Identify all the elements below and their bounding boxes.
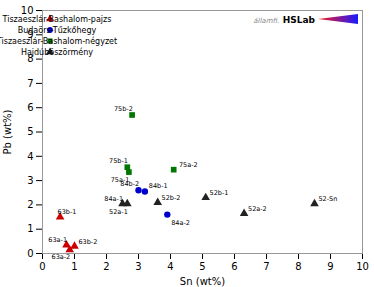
svg-text:4: 4	[27, 151, 33, 162]
svg-text:5: 5	[27, 126, 33, 137]
svg-text:7: 7	[27, 78, 33, 89]
svg-text:84b-2: 84b-2	[120, 180, 140, 189]
svg-text:10: 10	[20, 4, 34, 16]
svg-text:Pb (wt%): Pb (wt%)	[2, 109, 13, 154]
svg-text:3: 3	[27, 175, 33, 186]
svg-text:Tiszaeszlár-Bashalom-négyzet: Tiszaeszlár-Bashalom-négyzet	[0, 36, 117, 46]
svg-text:84b-1: 84b-1	[149, 182, 168, 190]
svg-text:52-Sn: 52-Sn	[318, 195, 337, 203]
svg-text:1: 1	[71, 261, 77, 272]
svg-text:8: 8	[27, 53, 34, 65]
svg-text:1: 1	[27, 223, 33, 234]
svg-text:4: 4	[167, 261, 173, 272]
svg-text:államfi.: államfi.	[254, 17, 280, 25]
svg-text:Hajdúböszörmény: Hajdúböszörmény	[21, 47, 93, 57]
svg-text:63a-2: 63a-2	[51, 253, 70, 261]
svg-text:6: 6	[27, 102, 33, 113]
svg-text:84a-2: 84a-2	[171, 219, 190, 227]
svg-text:75a-2: 75a-2	[179, 161, 198, 169]
svg-text:75b-1: 75b-1	[109, 157, 128, 165]
svg-text:75b-2: 75b-2	[114, 105, 133, 113]
svg-text:8: 8	[295, 261, 301, 272]
svg-text:5: 5	[199, 261, 205, 272]
svg-text:Sn (wt%): Sn (wt%)	[180, 276, 225, 287]
svg-text:52a-2: 52a-2	[248, 205, 267, 213]
svg-text:9: 9	[327, 261, 333, 272]
svg-text:63a-1: 63a-1	[48, 236, 67, 244]
svg-text:6: 6	[231, 261, 237, 272]
svg-text:84a-1: 84a-1	[104, 195, 123, 203]
svg-text:75a-1: 75a-1	[111, 176, 130, 184]
svg-text:3: 3	[135, 261, 141, 272]
svg-text:0: 0	[27, 248, 33, 259]
svg-text:10: 10	[356, 261, 369, 272]
svg-text:0: 0	[39, 261, 45, 272]
svg-text:Budaörs-Tűzkőhegy: Budaörs-Tűzkőhegy	[18, 26, 97, 35]
svg-text:63b-1: 63b-1	[58, 208, 77, 216]
svg-text:2: 2	[103, 261, 109, 272]
svg-text:52b-1: 52b-1	[210, 189, 229, 197]
svg-text:63b-2: 63b-2	[78, 238, 97, 246]
svg-text:52b-2: 52b-2	[162, 194, 181, 202]
svg-text:HSLab: HSLab	[283, 15, 316, 25]
svg-text:52a-1: 52a-1	[109, 208, 128, 216]
svg-text:2: 2	[27, 199, 33, 210]
svg-text:Tiszaeszlár-Bashalom-pajzs: Tiszaeszlár-Bashalom-pajzs	[2, 15, 112, 24]
svg-text:7: 7	[263, 261, 269, 272]
